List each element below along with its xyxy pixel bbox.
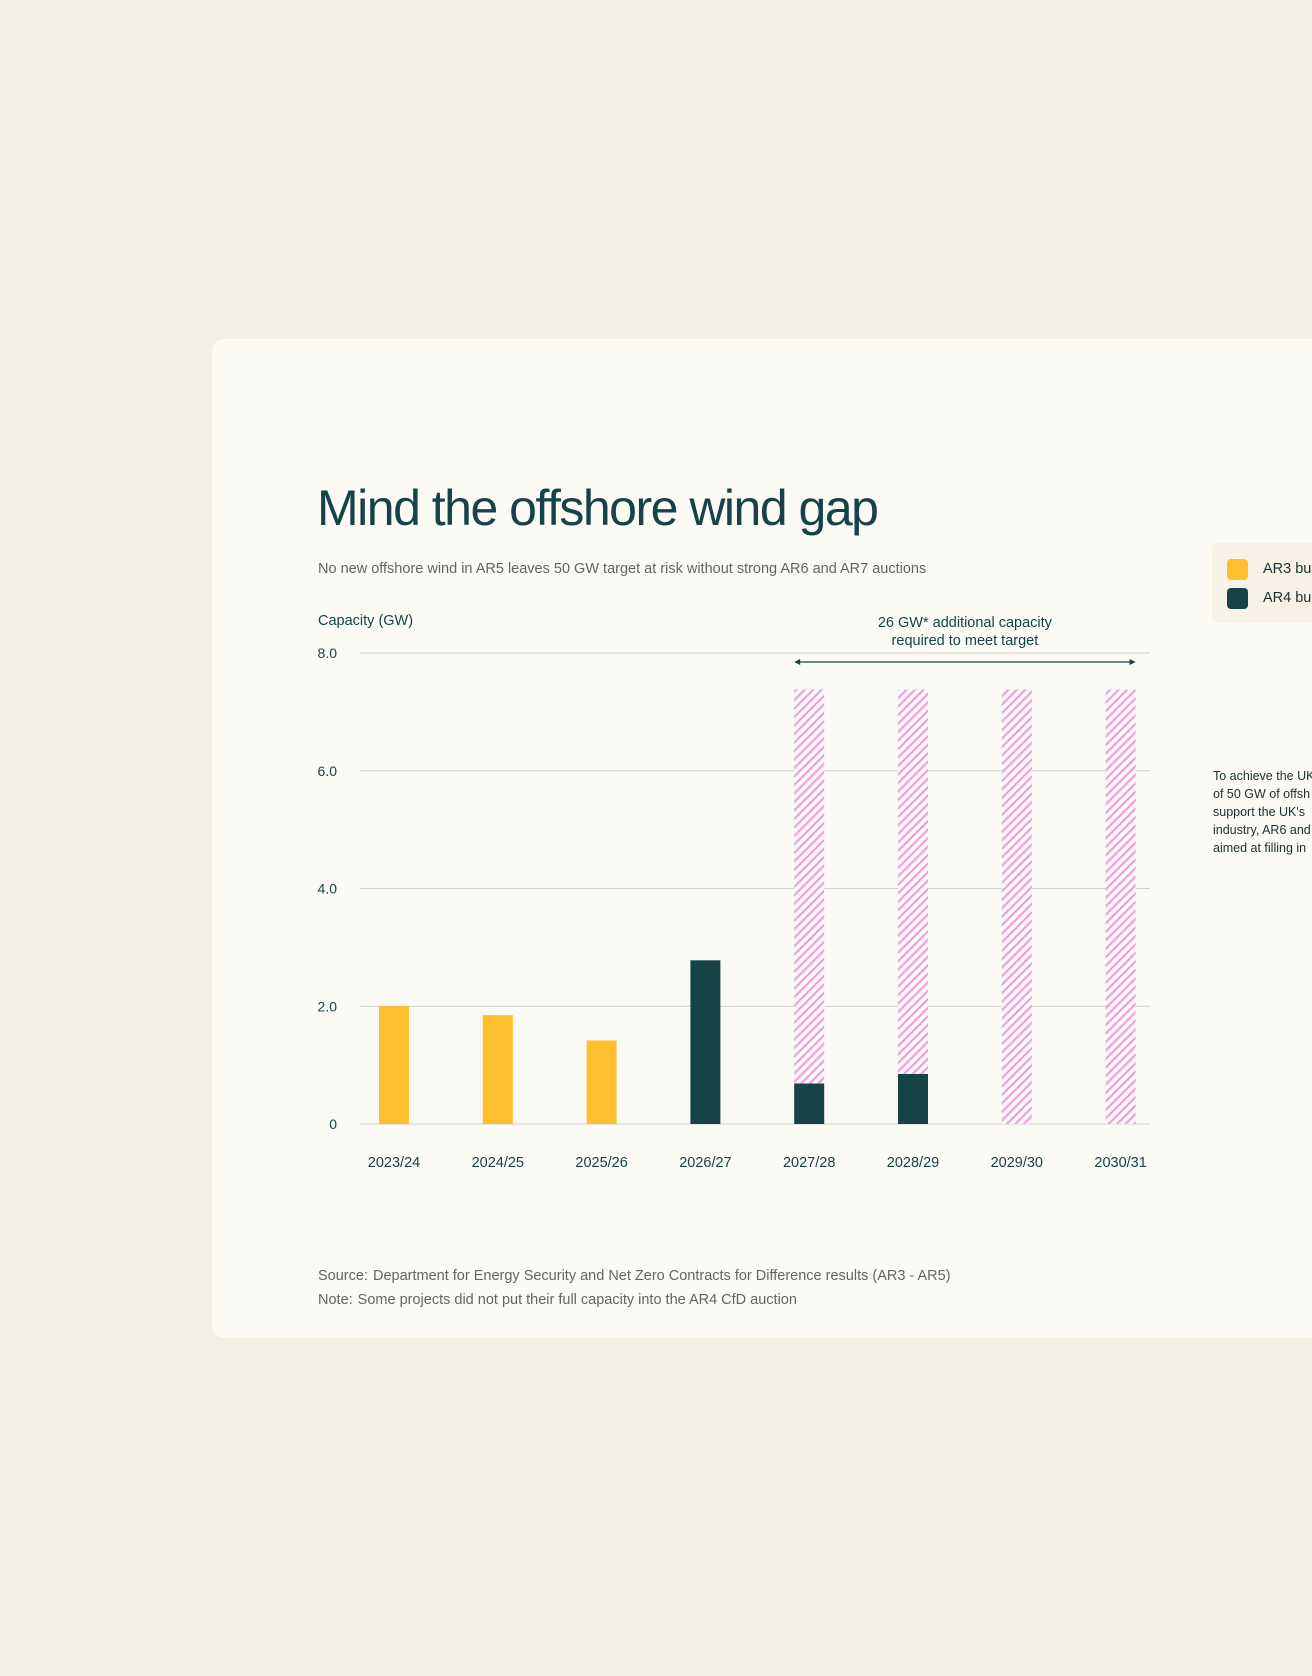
- side-text-line: To achieve the UK: [1213, 769, 1312, 783]
- bar-target-gap: [1105, 689, 1136, 1124]
- side-commentary: To achieve the UK of 50 GW of offsh supp…: [1213, 767, 1312, 857]
- annotation-arrowhead-right: [1129, 659, 1136, 665]
- x-tick-label: 2026/27: [679, 1155, 731, 1171]
- legend-item-ar3: AR3 bu: [1227, 558, 1311, 580]
- legend-swatch-ar3: [1227, 558, 1248, 580]
- bar-series-1: [898, 1073, 928, 1124]
- chart-card: Mind the offshore wind gap No new offsho…: [212, 339, 1312, 1338]
- y-axis-label: Capacity (GW): [318, 613, 413, 629]
- note-label: Note:: [318, 1292, 353, 1308]
- chart-subtitle: No new offshore wind in AR5 leaves 50 GW…: [318, 561, 927, 577]
- x-tick-label: 2028/29: [887, 1155, 939, 1171]
- annotation-text: required to meet target: [892, 633, 1039, 649]
- side-text-line: of 50 GW of offsh: [1213, 787, 1311, 801]
- chart-title: Mind the offshore wind gap: [317, 480, 879, 536]
- x-tick-label: 2023/24: [368, 1155, 420, 1171]
- legend: AR3 bu AR4 bu: [1212, 543, 1312, 623]
- bar-series-0: [379, 1006, 409, 1124]
- y-tick-label: 4.0: [318, 881, 338, 897]
- bar-series-0: [586, 1040, 617, 1124]
- source-label: Source:: [318, 1268, 368, 1284]
- legend-label-ar3: AR3 bu: [1263, 561, 1312, 577]
- side-text-line: aimed at filling in: [1213, 841, 1307, 855]
- y-tick-label: 2.0: [318, 998, 338, 1014]
- bar-series-1: [690, 960, 721, 1124]
- side-text-line: industry, AR6 and: [1213, 823, 1311, 837]
- legend-label-ar4: AR4 bu: [1263, 590, 1312, 606]
- bar-series-1: [794, 1083, 825, 1124]
- y-tick-label: 0: [329, 1116, 337, 1132]
- x-tick-label: 2024/25: [472, 1155, 524, 1171]
- source-text: Department for Energy Security and Net Z…: [372, 1268, 951, 1284]
- bar-series-0: [482, 1015, 513, 1124]
- side-text-line: support the UK's: [1213, 805, 1306, 819]
- note-text: Some projects did not put their full cap…: [357, 1292, 797, 1308]
- annotation-text: 26 GW* additional capacity: [878, 615, 1053, 631]
- legend-swatch-ar4: [1227, 587, 1248, 609]
- source-line: Source: Department for Energy Security an…: [318, 1268, 951, 1284]
- x-tick-label: 2029/30: [991, 1155, 1043, 1171]
- x-tick-label: 2030/31: [1094, 1155, 1146, 1171]
- bar-target-gap: [1001, 689, 1032, 1124]
- note-line: Note: Some projects did not put their ful…: [318, 1292, 797, 1308]
- bar-target-gap: [794, 689, 825, 1084]
- bar-target-gap: [898, 689, 928, 1074]
- x-tick-label: 2027/28: [783, 1155, 835, 1171]
- bar-chart: 0 2.0 4.0 6.0 8.0 Capacity (GW) 2023/24 2024/25…: [318, 613, 1150, 1171]
- y-tick-label: 6.0: [318, 763, 338, 779]
- x-tick-label: 2025/26: [575, 1155, 627, 1171]
- y-tick-label: 8.0: [318, 645, 338, 661]
- annotation-arrowhead-left: [794, 659, 801, 665]
- legend-item-ar4: AR4 bu: [1227, 587, 1311, 609]
